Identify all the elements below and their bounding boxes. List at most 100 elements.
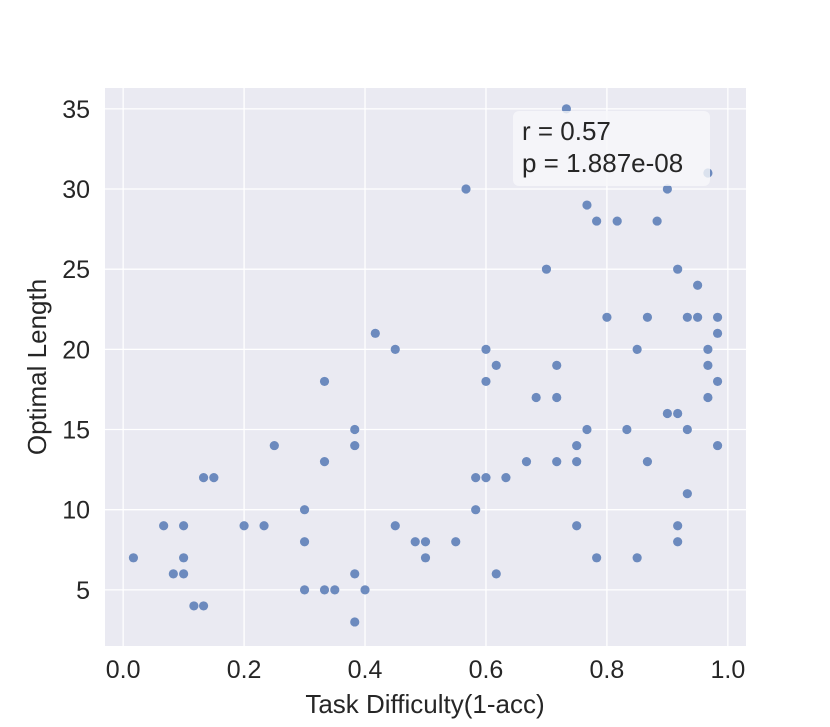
data-point — [390, 521, 400, 531]
x-tick-label: 0.6 — [469, 656, 504, 684]
data-point — [319, 585, 330, 595]
data-point — [632, 344, 642, 354]
data-point — [319, 457, 330, 467]
data-point — [572, 457, 582, 467]
data-point — [582, 424, 592, 435]
data-point — [703, 392, 713, 403]
correlation-r-text: r = 0.57 — [522, 116, 611, 146]
y-tick-labels: 5 10 15 20 25 30 35 — [62, 96, 90, 605]
data-point — [552, 360, 562, 370]
data-point — [198, 601, 209, 611]
data-point — [662, 184, 672, 194]
data-point — [299, 537, 310, 547]
y-tick-label: 5 — [76, 577, 90, 605]
data-point — [712, 440, 723, 451]
data-point — [552, 392, 562, 403]
data-point — [703, 360, 713, 370]
data-point — [693, 280, 703, 290]
data-point — [239, 521, 249, 531]
data-point — [319, 376, 330, 387]
stats-annotation: r = 0.57 p = 1.887e-08 — [513, 111, 710, 186]
data-point — [491, 569, 501, 579]
data-point — [552, 457, 562, 467]
data-points — [128, 104, 723, 627]
data-point — [521, 457, 532, 467]
data-point — [420, 537, 431, 547]
data-point — [703, 344, 713, 354]
data-point — [541, 264, 552, 274]
x-axis-title: Task Difficulty(1-acc) — [305, 689, 544, 719]
data-point — [673, 521, 683, 531]
data-point — [198, 473, 209, 483]
x-tick-label: 1.0 — [710, 656, 745, 684]
x-tick-label: 0.0 — [106, 656, 141, 684]
data-point — [269, 440, 279, 451]
x-tick-label: 0.2 — [227, 656, 262, 684]
y-tick-label: 20 — [62, 336, 90, 364]
data-point — [572, 440, 582, 451]
data-point — [682, 424, 692, 435]
data-point — [350, 424, 360, 435]
p-value-text: p = 1.887e-08 — [522, 148, 683, 178]
data-point — [682, 489, 692, 499]
data-point — [501, 473, 511, 483]
data-point — [128, 553, 139, 563]
data-point — [642, 312, 653, 322]
data-point — [420, 553, 431, 563]
data-point — [259, 521, 269, 531]
data-point — [471, 505, 481, 515]
y-tick-label: 30 — [62, 176, 90, 204]
data-point — [712, 376, 723, 387]
data-point — [350, 569, 360, 579]
y-axis-title: Optimal Length — [22, 279, 52, 455]
data-point — [531, 392, 541, 403]
y-tick-label: 15 — [62, 417, 90, 445]
data-point — [673, 408, 683, 419]
data-point — [572, 521, 582, 531]
data-point — [491, 360, 501, 370]
data-point — [451, 537, 461, 547]
data-point — [632, 553, 642, 563]
data-point — [179, 553, 189, 563]
data-point — [471, 473, 481, 483]
data-point — [612, 216, 622, 226]
stats-annotation-box — [513, 111, 710, 186]
data-point — [481, 473, 491, 483]
data-point — [582, 200, 592, 210]
data-point — [350, 617, 360, 627]
data-point — [673, 537, 683, 547]
y-tick-label: 25 — [62, 256, 90, 284]
data-point — [299, 585, 310, 595]
data-point — [350, 440, 360, 451]
data-point — [622, 424, 632, 435]
data-point — [712, 328, 723, 338]
data-point — [159, 521, 169, 531]
data-point — [330, 585, 340, 595]
y-tick-label: 35 — [62, 96, 90, 124]
data-point — [592, 553, 602, 563]
data-point — [299, 505, 310, 515]
data-point — [189, 601, 199, 611]
data-point — [693, 312, 703, 322]
x-tick-label: 0.4 — [348, 656, 383, 684]
data-point — [592, 216, 602, 226]
y-tick-label: 10 — [62, 497, 90, 525]
data-point — [410, 537, 420, 547]
data-point — [168, 569, 178, 579]
data-point — [370, 328, 380, 338]
data-point — [390, 344, 400, 354]
data-point — [461, 184, 471, 194]
data-point — [209, 473, 219, 483]
data-point — [662, 408, 672, 419]
data-point — [673, 264, 683, 274]
data-point — [179, 521, 189, 531]
data-point — [712, 312, 723, 322]
data-point — [642, 457, 653, 467]
data-point — [682, 312, 692, 322]
data-point — [360, 585, 370, 595]
data-point — [602, 312, 612, 322]
data-point — [179, 569, 189, 579]
x-tick-label: 0.8 — [590, 656, 625, 684]
data-point — [481, 376, 491, 387]
